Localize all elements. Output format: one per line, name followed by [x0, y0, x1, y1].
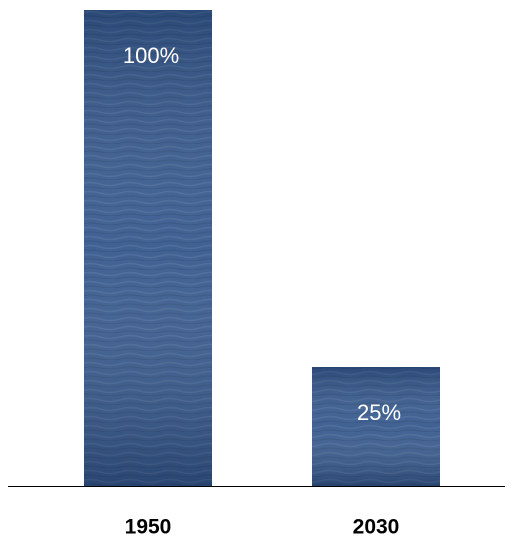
x-tick-label: 2030 [353, 516, 400, 539]
bar-shade [312, 367, 440, 486]
x-tick-label: 1950 [125, 516, 172, 539]
value-label: 25% [357, 400, 401, 425]
bar-shade [84, 10, 212, 486]
value-label: 100% [123, 43, 179, 68]
